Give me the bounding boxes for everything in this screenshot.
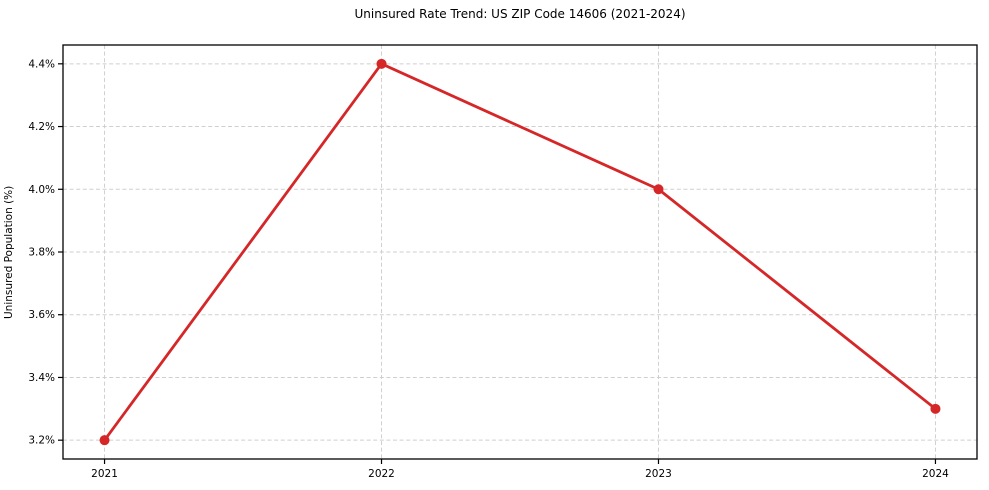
- y-tick-label: 4.4%: [28, 58, 55, 70]
- y-tick-label: 4.0%: [28, 184, 55, 196]
- y-tick-label: 4.2%: [28, 121, 55, 133]
- y-tick-label: 3.2%: [28, 435, 55, 447]
- trend-line: [103, 62, 937, 442]
- y-tick-label: 3.6%: [28, 309, 55, 321]
- data-point-marker: [376, 58, 387, 69]
- x-tick-label: 2024: [922, 468, 949, 480]
- y-tick-label: 3.8%: [28, 247, 55, 259]
- x-tick-label: 2023: [645, 468, 672, 480]
- y-tick-label: 3.4%: [28, 372, 55, 384]
- x-tick-label: 2021: [91, 468, 118, 480]
- data-point-marker: [930, 403, 941, 414]
- x-tick-label: 2022: [368, 468, 395, 480]
- chart-title: Uninsured Rate Trend: US ZIP Code 14606 …: [354, 7, 686, 21]
- data-point-marker: [653, 184, 664, 195]
- data-point-marker: [99, 435, 110, 446]
